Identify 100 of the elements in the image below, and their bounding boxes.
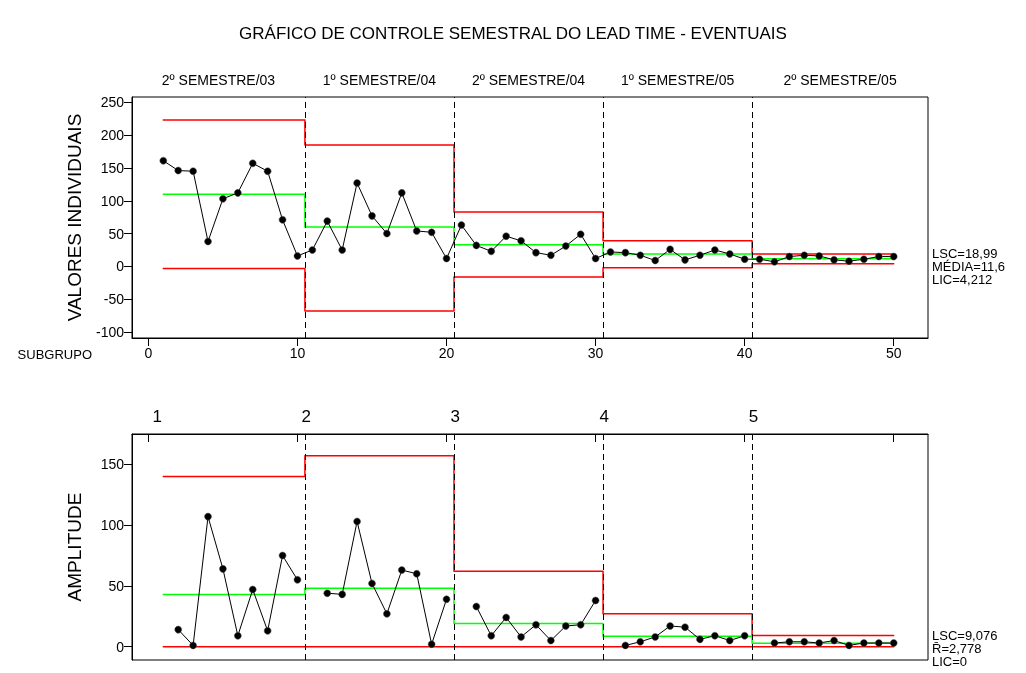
text: 1º SEMESTRE/05: [620, 72, 735, 88]
point: [263, 627, 272, 635]
chart-title: GRÁFICO DE CONTROLE SEMESTRAL DO LEAD TIME - EVENTUAIS: [239, 24, 787, 43]
point: [472, 602, 481, 611]
point: [591, 254, 600, 263]
point: [785, 252, 794, 261]
y-tick-label: 50: [108, 577, 125, 594]
point: [412, 227, 421, 235]
point: [323, 589, 332, 597]
point: [860, 255, 868, 263]
text: 1º SEMESTRE/04: [322, 72, 437, 88]
point: [845, 257, 853, 265]
y-tick-label: 150: [100, 456, 125, 473]
point: [532, 248, 540, 257]
point: [234, 631, 242, 640]
point: [383, 610, 391, 618]
point: [457, 221, 466, 229]
point: [889, 639, 898, 647]
point: [636, 251, 645, 260]
point: [174, 625, 182, 634]
point: [517, 633, 525, 641]
point: [636, 638, 645, 646]
point: [576, 230, 585, 238]
point: [338, 246, 346, 254]
y-tick-label: -100: [95, 324, 125, 341]
point: [830, 636, 838, 645]
text: 2º SEMESTRE/04: [471, 72, 586, 88]
point: [308, 246, 317, 254]
point: [562, 242, 570, 250]
x-tick-label: 10: [289, 345, 306, 361]
point: [368, 579, 376, 588]
point: [204, 237, 212, 246]
point: [815, 252, 823, 260]
point: [189, 167, 197, 175]
point: [770, 639, 779, 647]
point: [189, 641, 197, 650]
text: 2º SEMESTRE/03: [161, 72, 276, 88]
point: [621, 641, 630, 650]
y-tick-label: 0: [116, 258, 125, 275]
x-tick-label: 0: [144, 345, 153, 361]
point: [666, 622, 674, 630]
y-tick-label: 250: [100, 94, 125, 111]
x-tick-label: 30: [587, 345, 604, 361]
point: [651, 633, 659, 641]
text: 3: [450, 407, 460, 426]
point: [412, 569, 421, 578]
point: [800, 251, 809, 260]
point: [800, 638, 809, 646]
point: [770, 258, 779, 266]
point: [696, 635, 704, 644]
point: [219, 195, 227, 203]
point: [591, 596, 600, 605]
point: [726, 636, 734, 645]
point: [815, 639, 823, 647]
point: [487, 247, 495, 256]
point: [740, 631, 749, 640]
point: [502, 613, 510, 622]
point: [606, 248, 615, 256]
x-axis-title: SUBGRUPO: [17, 347, 92, 362]
point: [576, 621, 585, 629]
point: [383, 229, 391, 238]
point: [621, 248, 630, 257]
point: [696, 251, 704, 260]
point: [889, 252, 898, 261]
point: [293, 252, 302, 260]
point: [875, 252, 883, 261]
x-tick-label: 50: [885, 345, 902, 361]
point: [726, 250, 734, 258]
point: [875, 639, 883, 647]
point: [278, 551, 287, 560]
point: [740, 255, 749, 263]
point: [353, 179, 361, 187]
point: [442, 595, 451, 603]
point: [174, 166, 182, 175]
point: [219, 565, 227, 573]
point: [249, 585, 257, 594]
point: [562, 622, 570, 630]
point: [860, 639, 868, 647]
point: [830, 256, 838, 264]
point: [338, 590, 346, 599]
point: [442, 254, 451, 263]
point: [517, 237, 525, 245]
point: [427, 228, 436, 237]
x-tick-label: 20: [438, 345, 455, 361]
text: LIC=4,212: [932, 271, 993, 287]
point: [427, 640, 436, 648]
point: [293, 576, 302, 584]
point: [278, 216, 287, 224]
point: [681, 623, 689, 631]
y-tick-label: -50: [103, 291, 125, 308]
point: [785, 638, 794, 646]
point: [845, 641, 853, 650]
point: [398, 566, 406, 574]
point: [472, 241, 481, 250]
point: [547, 251, 555, 260]
text: LIC=0: [932, 653, 968, 669]
y-tick-label: 150: [100, 159, 125, 176]
point: [398, 189, 406, 197]
point: [159, 156, 168, 165]
point: [711, 246, 719, 254]
